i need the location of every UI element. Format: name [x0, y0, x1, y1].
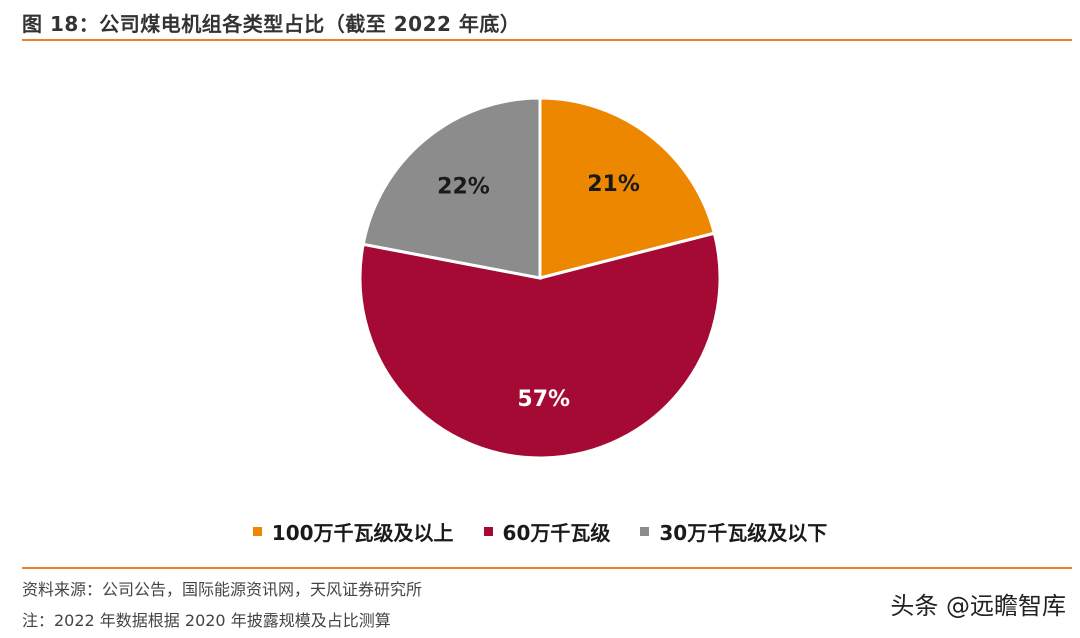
pie-slice-60w — [358, 231, 722, 460]
legend-swatch-100w — [252, 527, 262, 536]
footer-divider — [22, 567, 1072, 569]
pie-label-30w: 22% — [437, 175, 490, 200]
legend-swatch-30w — [640, 527, 650, 536]
chart-title: 图 18：公司煤电机组各类型占比（截至 2022 年底） — [22, 12, 521, 36]
watermark: 头条 @远瞻智库 — [890, 592, 1066, 620]
pie-slice-30w — [361, 96, 542, 280]
pie-label-100w: 21% — [587, 172, 640, 197]
legend-item-30w: 30万千瓦级及以下 — [640, 517, 827, 546]
pie-slice-100w — [538, 96, 717, 280]
calculation-note: 注：2022 年数据根据 2020 年披露规模及占比测算 — [22, 611, 391, 630]
chart-legend: 100万千瓦级及以上 60万千瓦级 30万千瓦级及以下 — [0, 517, 1080, 546]
legend-label-100w: 100万千瓦级及以上 — [271, 521, 454, 545]
legend-label-30w: 30万千瓦级及以下 — [659, 521, 828, 545]
pie-chart: 21% 57% 22% — [358, 96, 722, 460]
source-note: 资料来源：公司公告，国际能源资讯网，天风证券研究所 — [22, 580, 423, 599]
legend-item-60w: 60万千瓦级 — [483, 517, 611, 546]
title-divider — [22, 39, 1072, 41]
legend-label-60w: 60万千瓦级 — [502, 521, 611, 545]
legend-swatch-60w — [483, 527, 493, 536]
legend-item-100w: 100万千瓦级及以上 — [252, 517, 454, 546]
pie-label-60w: 57% — [517, 387, 570, 412]
